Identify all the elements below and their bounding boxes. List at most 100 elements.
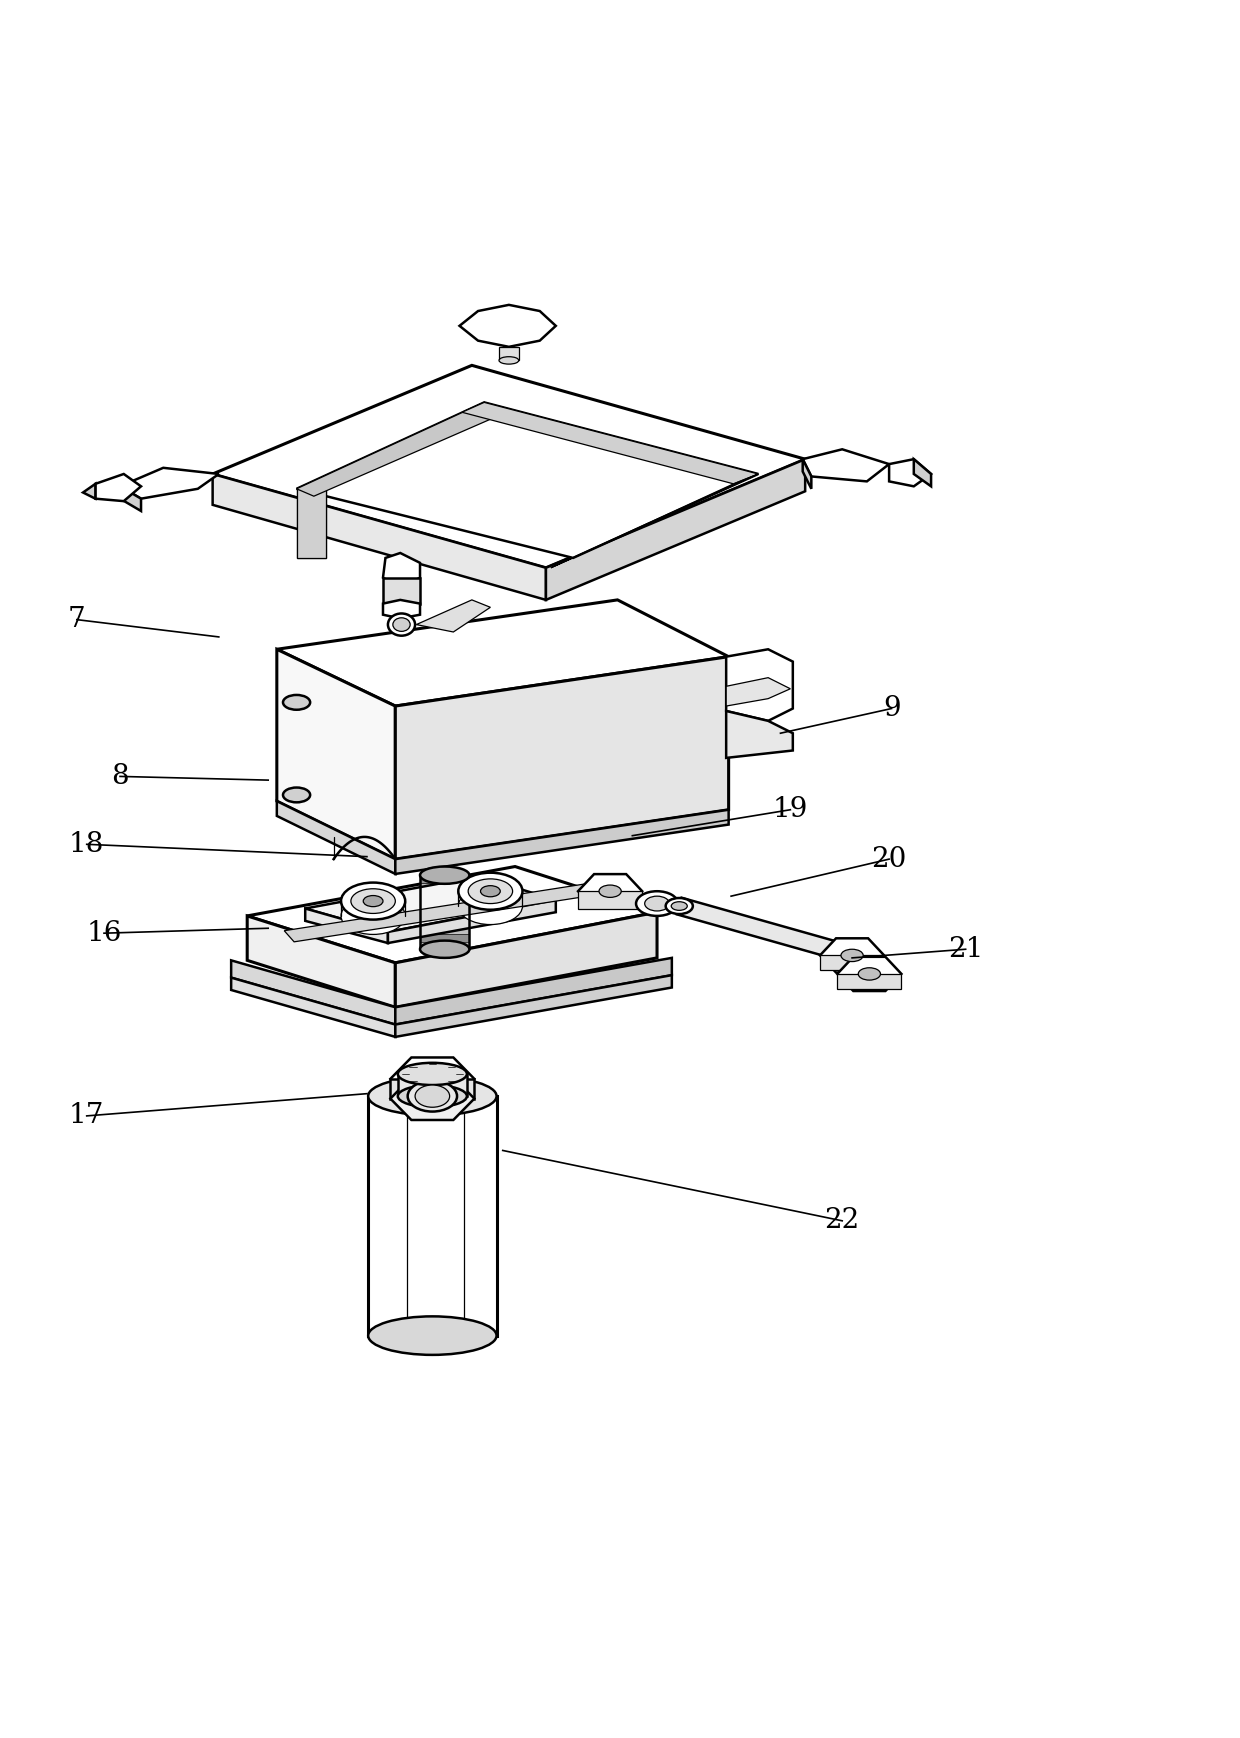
Polygon shape	[296, 403, 758, 558]
Polygon shape	[578, 892, 642, 909]
Polygon shape	[212, 365, 805, 568]
Text: 7: 7	[68, 607, 86, 633]
Text: 18: 18	[69, 831, 104, 859]
Ellipse shape	[283, 695, 310, 709]
Ellipse shape	[341, 883, 405, 919]
Polygon shape	[398, 1074, 467, 1097]
Polygon shape	[420, 912, 470, 919]
Polygon shape	[802, 450, 889, 481]
Polygon shape	[231, 978, 396, 1038]
Polygon shape	[420, 919, 470, 926]
Polygon shape	[305, 909, 388, 944]
Polygon shape	[383, 577, 420, 603]
Polygon shape	[277, 801, 396, 874]
Polygon shape	[820, 939, 884, 973]
Ellipse shape	[368, 1316, 496, 1356]
Polygon shape	[396, 810, 729, 874]
Polygon shape	[417, 600, 490, 633]
Ellipse shape	[368, 1078, 496, 1116]
Ellipse shape	[858, 968, 880, 980]
Ellipse shape	[420, 1071, 445, 1086]
Polygon shape	[296, 488, 326, 558]
Ellipse shape	[645, 897, 670, 911]
Ellipse shape	[351, 888, 396, 914]
Polygon shape	[396, 912, 657, 1008]
Polygon shape	[231, 961, 396, 1024]
Ellipse shape	[841, 949, 863, 961]
Ellipse shape	[599, 885, 621, 897]
Polygon shape	[247, 867, 657, 963]
Ellipse shape	[666, 899, 693, 914]
Polygon shape	[277, 650, 396, 859]
Polygon shape	[368, 1097, 496, 1335]
Polygon shape	[396, 975, 672, 1038]
Polygon shape	[420, 905, 470, 912]
Polygon shape	[120, 468, 218, 499]
Ellipse shape	[415, 1085, 450, 1107]
Polygon shape	[820, 956, 884, 970]
Polygon shape	[396, 958, 672, 1024]
Polygon shape	[727, 650, 792, 721]
Ellipse shape	[398, 1064, 467, 1085]
Polygon shape	[463, 403, 758, 483]
Ellipse shape	[393, 617, 410, 631]
Ellipse shape	[283, 787, 310, 803]
Polygon shape	[677, 899, 835, 958]
Text: 8: 8	[112, 763, 129, 789]
Polygon shape	[277, 600, 729, 706]
Polygon shape	[212, 474, 546, 600]
Polygon shape	[420, 942, 470, 949]
Polygon shape	[889, 459, 931, 487]
Polygon shape	[420, 926, 470, 935]
Polygon shape	[305, 876, 556, 932]
Polygon shape	[420, 890, 470, 897]
Polygon shape	[546, 459, 805, 600]
Ellipse shape	[408, 1081, 458, 1112]
Polygon shape	[383, 553, 420, 587]
Ellipse shape	[420, 940, 470, 958]
Polygon shape	[284, 879, 627, 942]
Text: 17: 17	[69, 1102, 104, 1130]
Polygon shape	[83, 483, 95, 499]
Ellipse shape	[388, 614, 415, 636]
Polygon shape	[391, 1057, 475, 1100]
Polygon shape	[391, 1078, 475, 1119]
Text: 21: 21	[947, 935, 983, 963]
Polygon shape	[420, 876, 470, 883]
Ellipse shape	[341, 897, 405, 935]
Polygon shape	[460, 304, 556, 348]
Polygon shape	[837, 958, 901, 991]
Polygon shape	[296, 488, 326, 558]
Polygon shape	[578, 874, 642, 909]
Polygon shape	[296, 403, 506, 495]
Ellipse shape	[459, 872, 522, 909]
Ellipse shape	[420, 867, 470, 885]
Ellipse shape	[498, 356, 518, 365]
Ellipse shape	[398, 1085, 467, 1107]
Polygon shape	[498, 348, 518, 360]
Polygon shape	[396, 657, 729, 859]
Polygon shape	[802, 459, 811, 488]
Text: 16: 16	[87, 919, 122, 947]
Polygon shape	[388, 900, 556, 944]
Ellipse shape	[671, 902, 687, 911]
Text: 19: 19	[773, 796, 808, 824]
Ellipse shape	[636, 892, 678, 916]
Text: 22: 22	[825, 1208, 859, 1234]
Polygon shape	[551, 474, 758, 568]
Ellipse shape	[481, 886, 500, 897]
Polygon shape	[727, 678, 790, 706]
Polygon shape	[420, 897, 470, 905]
Polygon shape	[95, 474, 141, 501]
Polygon shape	[420, 883, 470, 890]
Polygon shape	[120, 487, 141, 511]
Polygon shape	[837, 973, 901, 989]
Polygon shape	[391, 1079, 475, 1098]
Polygon shape	[383, 600, 420, 619]
Polygon shape	[727, 711, 792, 758]
Polygon shape	[914, 459, 931, 487]
Text: 9: 9	[883, 695, 900, 721]
Text: 20: 20	[872, 846, 906, 872]
Ellipse shape	[363, 895, 383, 907]
Ellipse shape	[459, 888, 522, 925]
